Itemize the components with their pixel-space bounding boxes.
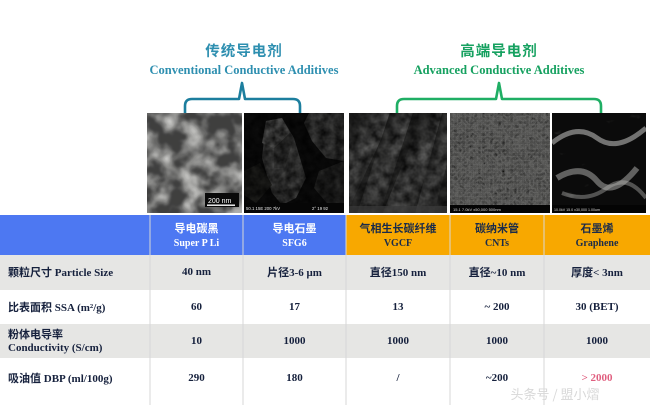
svg-text:10.0kV 15.0 x30,000 1.00um: 10.0kV 15.0 x30,000 1.00um [554,208,600,212]
svg-text:50.1 15E 200 7kV: 50.1 15E 200 7kV [246,206,280,211]
svg-text:200 nm: 200 nm [208,198,232,205]
svg-text:15.1 7.0kV x50,000 500nm: 15.1 7.0kV x50,000 500nm [453,207,501,212]
svg-text:2° 19 92: 2° 19 92 [312,206,329,211]
